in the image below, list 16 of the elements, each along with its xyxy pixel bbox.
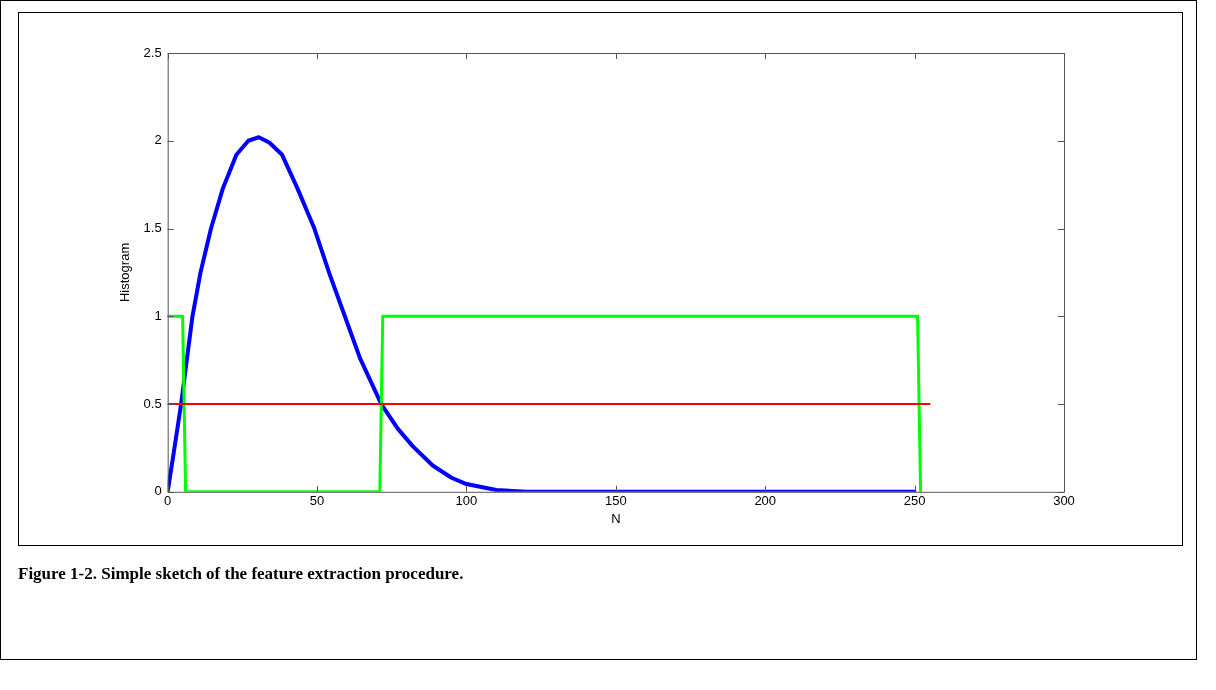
x-tick-label: 0 [164, 493, 172, 509]
y-tick-label: 0 [154, 483, 162, 499]
x-tick-label: 300 [1053, 493, 1075, 509]
caption: Figure 1-2. Simple sketch of the feature extraction procedure. [18, 564, 464, 584]
y-tick-label: 0.5 [143, 395, 162, 411]
x-tick-label: 250 [903, 493, 926, 509]
y-tick-label: 2.5 [143, 44, 162, 60]
y-axis-title: Histogram [117, 242, 133, 303]
x-tick-label: 100 [455, 493, 478, 509]
x-tick-label: 200 [754, 493, 777, 509]
x-axis-title: N [611, 510, 621, 526]
x-tick-label: 150 [604, 493, 627, 509]
y-tick-label: 2 [154, 132, 162, 148]
y-tick-label: 1.5 [143, 220, 162, 236]
x-tick-label: 50 [309, 493, 325, 509]
y-tick-label: 1 [154, 307, 162, 323]
